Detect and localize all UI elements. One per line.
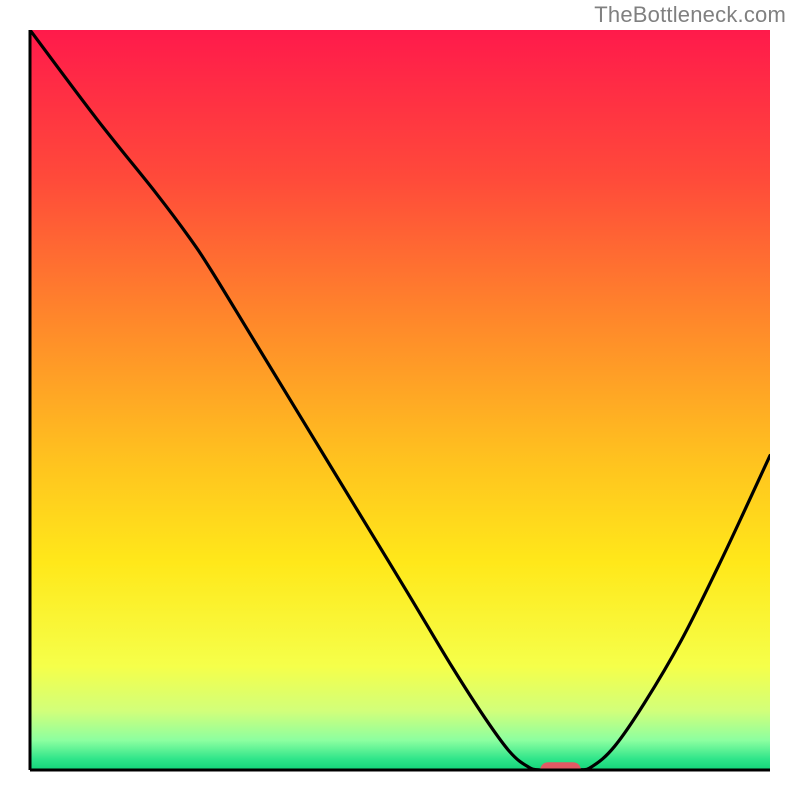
chart-stage: TheBottleneck.com <box>0 0 800 800</box>
plot-area <box>30 30 770 770</box>
plot-svg <box>30 30 770 770</box>
optimal-marker <box>540 762 581 770</box>
watermark-text: TheBottleneck.com <box>594 2 786 28</box>
gradient-background <box>30 30 770 770</box>
